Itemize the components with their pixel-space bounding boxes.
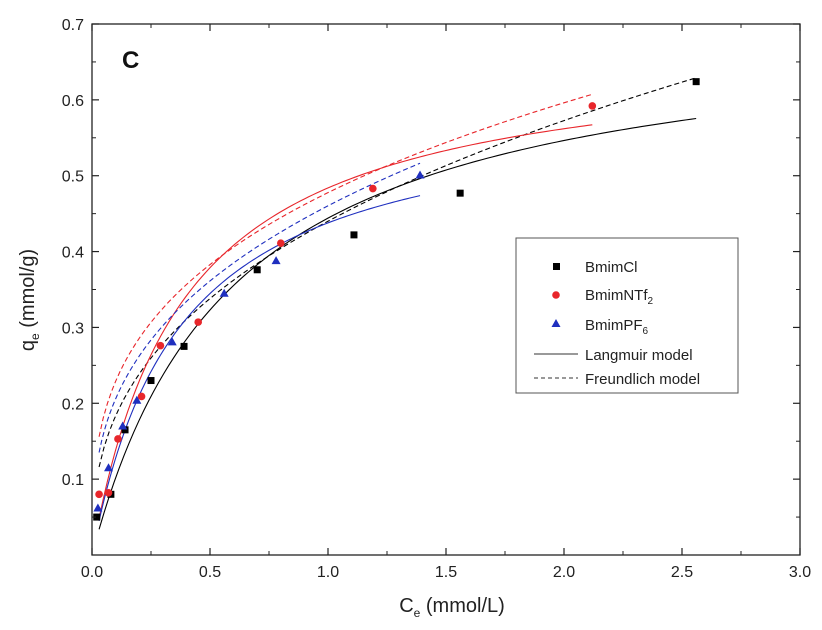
langmuir-curve-series-2 — [98, 195, 421, 522]
freundlich-curve-series-2 — [98, 162, 421, 453]
x-tick-label: 3.0 — [789, 564, 811, 581]
legend-label-freundlich: Freundlich model — [585, 371, 700, 388]
x-tick-label: 0.5 — [199, 564, 221, 581]
x-tick-label: 2.5 — [671, 564, 693, 581]
data-point-series-1 — [369, 184, 377, 193]
y-tick-label: 0.2 — [62, 396, 84, 413]
data-point-series-2 — [93, 503, 103, 512]
y-axis-symbol: q — [17, 340, 39, 351]
data-point-series-2 — [167, 337, 177, 346]
data-point-series-0 — [180, 342, 188, 350]
legend-subscript: 6 — [643, 326, 649, 337]
data-point-series-0 — [253, 266, 261, 274]
x-axis-title: Ce (mmol/L) — [399, 595, 505, 620]
legend-marker-square — [553, 263, 560, 270]
legend-entry-freundlich: Freundlich model — [534, 371, 700, 388]
legend-entry-bmimpf6: BmimPF6 — [551, 317, 649, 337]
data-point-series-0 — [93, 513, 101, 521]
x-tick-label: 0.0 — [81, 564, 103, 581]
legend-subscript: 2 — [648, 296, 654, 307]
legend-name: BmimNTf — [585, 287, 648, 304]
x-axis-subscript: e — [414, 606, 421, 620]
data-point-series-2 — [118, 421, 128, 430]
legend-entry-langmuir: Langmuir model — [534, 347, 693, 364]
data-point-series-1 — [95, 490, 103, 499]
data-point-series-2 — [415, 170, 425, 179]
data-point-series-2 — [271, 256, 281, 265]
data-point-series-1 — [156, 341, 165, 350]
y-tick-label: 0.5 — [62, 169, 84, 186]
legend-entry-bmimntf2: BmimNTf2 — [552, 287, 654, 307]
x-axis-symbol: C — [399, 595, 413, 617]
data-point-series-0 — [456, 189, 464, 197]
legend-label-langmuir: Langmuir model — [585, 347, 693, 364]
y-tick-label: 0.7 — [62, 17, 84, 34]
data-points — [93, 78, 700, 521]
langmuir-curve-series-1 — [98, 124, 593, 519]
y-tick-label: 0.6 — [62, 93, 84, 110]
legend-name: BmimPF — [585, 317, 643, 334]
panel-label: C — [122, 47, 139, 74]
legend-marker-triangle — [551, 319, 561, 327]
x-tick-label: 1.0 — [317, 564, 339, 581]
axes: 0.0 0.5 1.0 1.5 2.0 2.5 3.0 0.1 0.2 0.3 0.4 0.5 0.6 0… — [62, 17, 811, 581]
x-tick-label: 2.0 — [553, 564, 575, 581]
y-axis-unit: (mmol/g) — [17, 249, 39, 333]
data-point-series-1 — [104, 488, 113, 497]
y-tick-label: 0.3 — [62, 320, 84, 337]
data-point-series-0 — [350, 231, 358, 239]
legend: BmimCl BmimNTf2 BmimPF6 Langmuir model F… — [515, 237, 739, 394]
data-point-series-2 — [132, 395, 142, 404]
data-point-series-1 — [194, 318, 202, 326]
x-tick-label: 1.5 — [435, 564, 457, 581]
data-point-series-1 — [114, 435, 122, 443]
y-axis-subscript: e — [28, 333, 42, 340]
y-axis-title: qe (mmol/g) — [17, 249, 42, 351]
data-point-series-0 — [147, 377, 155, 385]
legend-label-bmimntf2: BmimNTf2 — [585, 287, 654, 307]
data-point-series-1 — [277, 239, 285, 248]
legend-entry-bmimcl: BmimCl — [553, 259, 638, 276]
legend-label-bmimcl: BmimCl — [585, 259, 638, 276]
x-axis-unit: (mmol/L) — [420, 595, 504, 617]
freundlich-curve-series-0 — [98, 77, 697, 468]
data-point-series-2 — [104, 463, 114, 472]
data-point-series-1 — [137, 392, 146, 401]
data-point-series-0 — [121, 426, 129, 434]
y-tick-label: 0.4 — [62, 245, 84, 262]
data-point-series-1 — [588, 102, 597, 110]
data-point-series-0 — [692, 78, 700, 86]
freundlich-curve-series-1 — [98, 93, 593, 437]
data-point-series-2 — [219, 288, 229, 297]
legend-marker-circle — [552, 291, 560, 299]
y-tick-label: 0.1 — [62, 472, 84, 489]
legend-label-bmimpf6: BmimPF6 — [585, 317, 649, 337]
